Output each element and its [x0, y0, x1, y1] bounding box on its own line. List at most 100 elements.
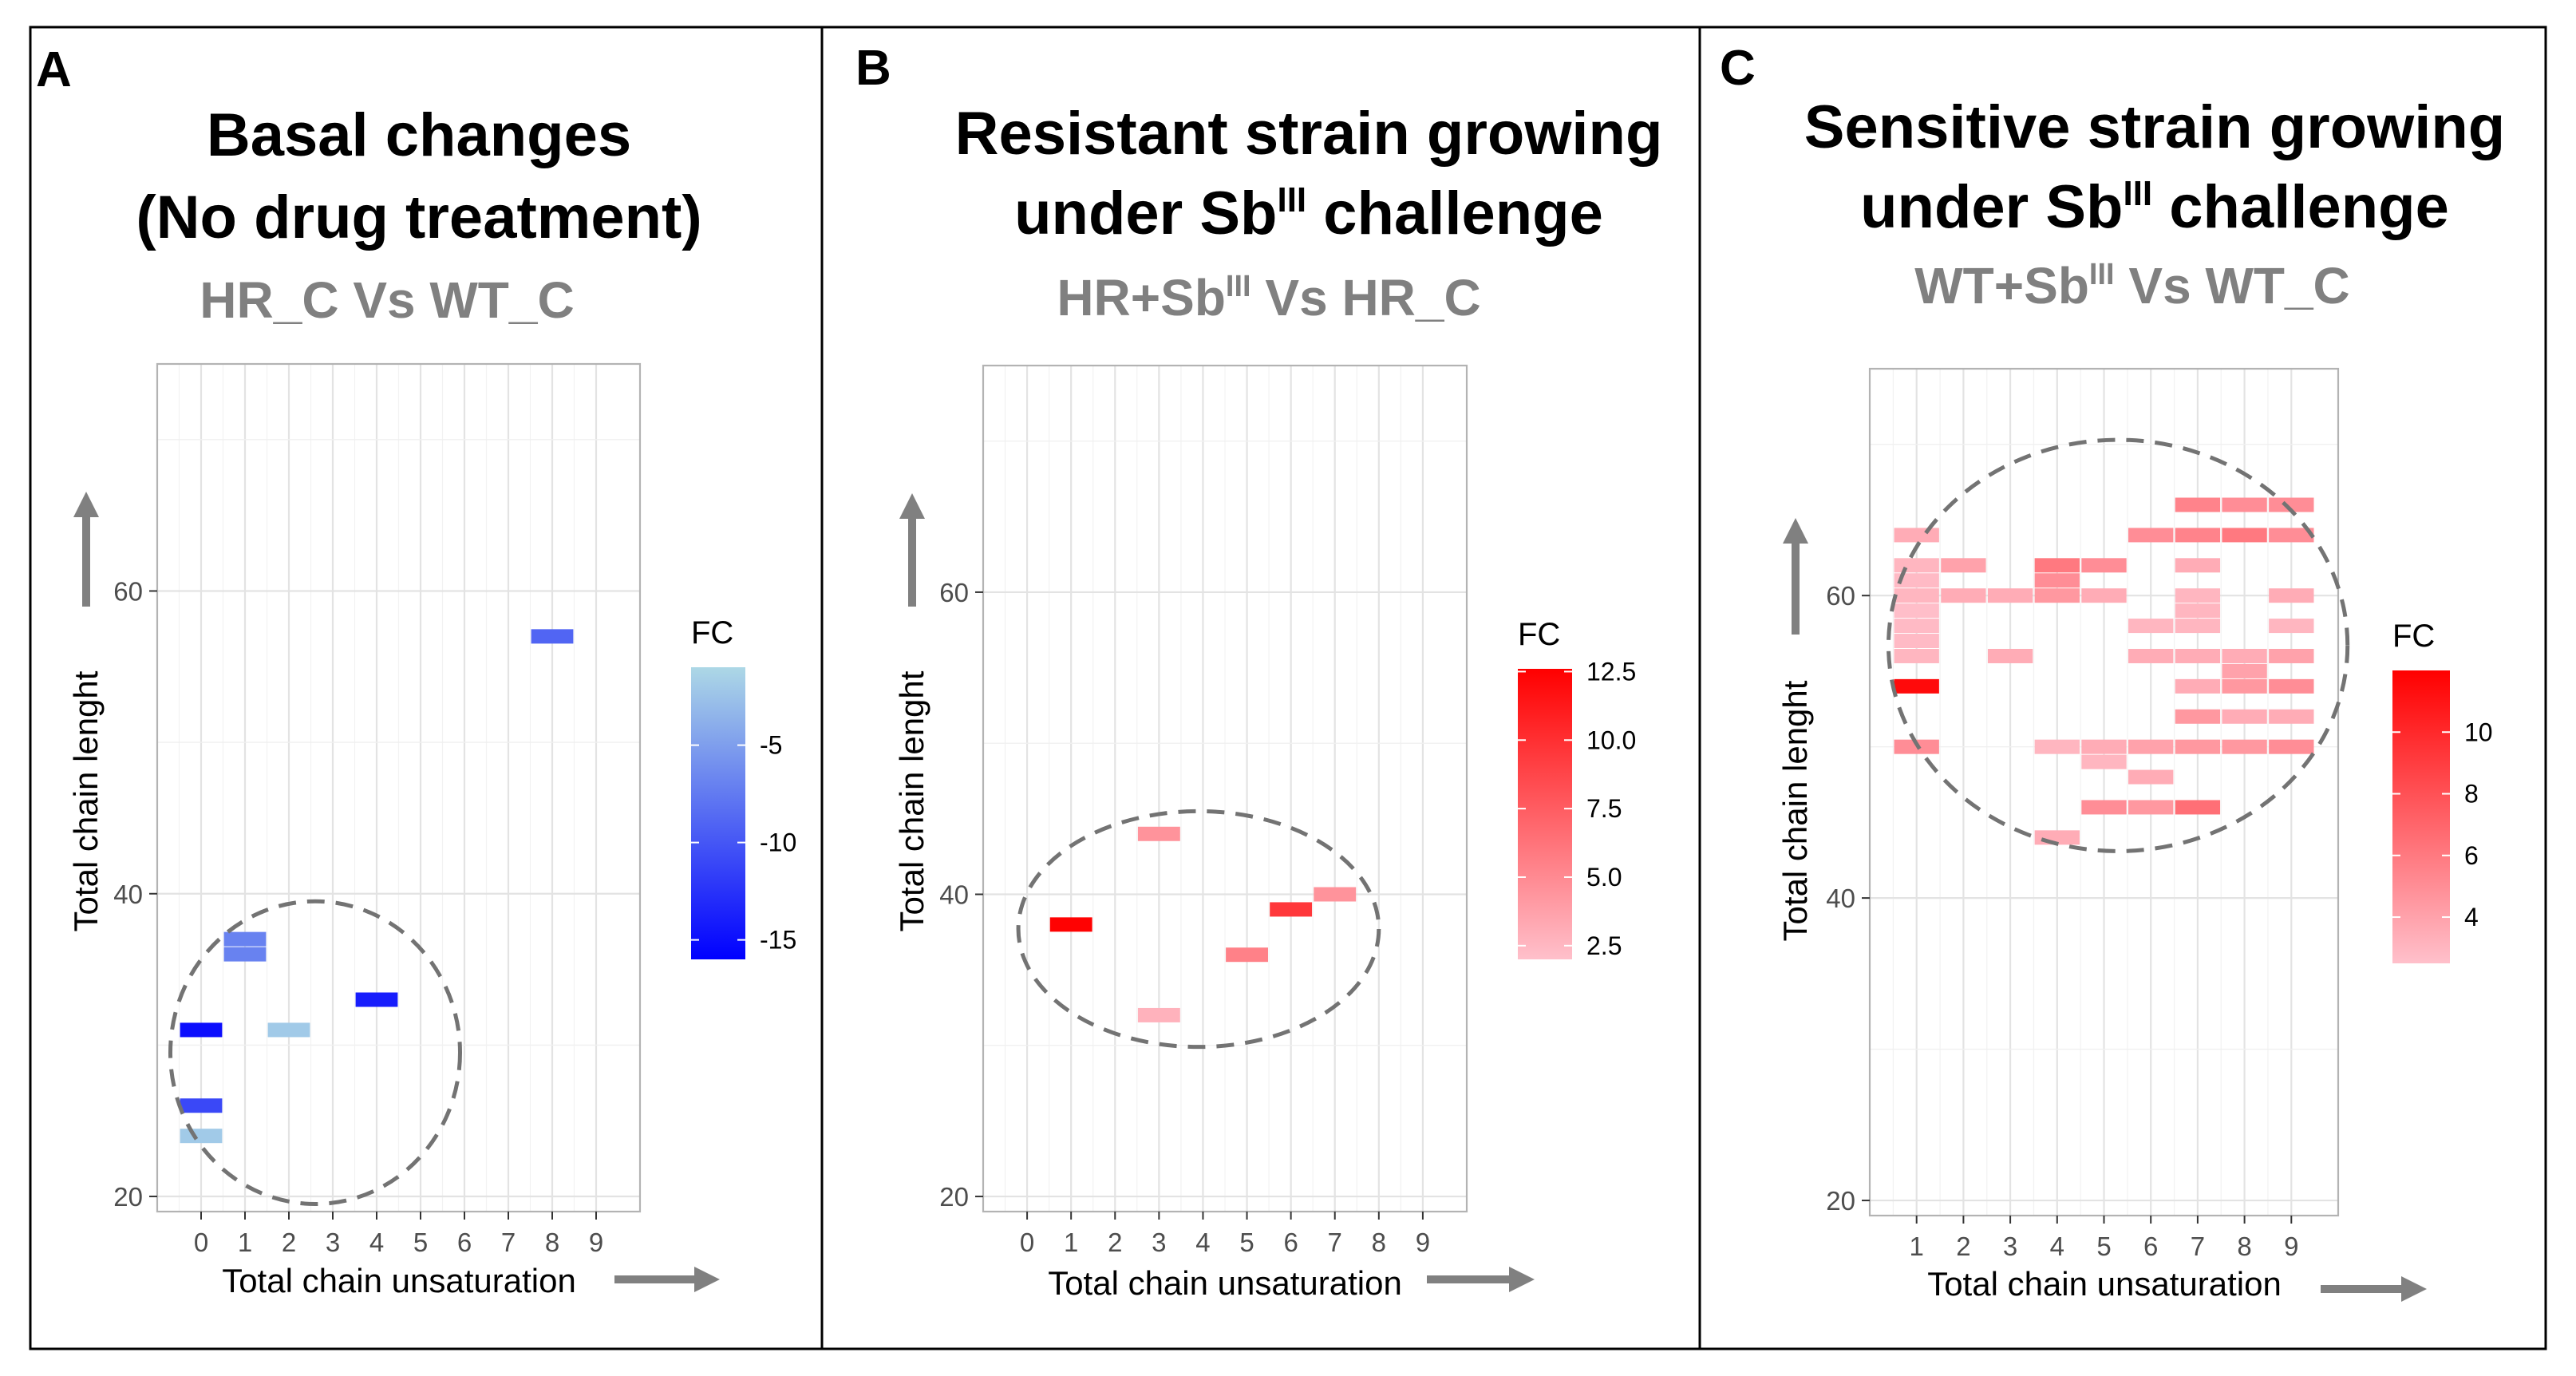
heatmap-cell — [2034, 588, 2080, 603]
y-axis-label: Total chain lenght — [1776, 680, 1814, 941]
heatmap-cell — [2222, 497, 2267, 512]
heatmap-cell — [1894, 648, 1939, 663]
heatmap-chart: 0 1 2 3 4 5 6 7 8 9 20 40 60 Total chain unsaturation… — [67, 362, 796, 1299]
legend-colorbar — [2392, 670, 2450, 963]
heatmap-cell — [1941, 588, 1986, 603]
heatmap-cell — [180, 1022, 223, 1038]
x-axis-label: Total chain unsaturation — [222, 1262, 576, 1299]
panel-letter: A — [36, 42, 72, 97]
panel-title-line1: Resistant strain growing — [955, 100, 1663, 168]
heatmap-cell — [2175, 588, 2221, 603]
panel-letter: C — [1720, 41, 1756, 96]
heatmap-cell — [2034, 558, 2080, 573]
highlight-ellipse — [1016, 809, 1381, 1050]
highlight-ellipse — [168, 899, 462, 1207]
heatmap-cell — [2081, 558, 2127, 573]
y-tick-label: 60 — [113, 576, 143, 606]
y-tick-label: 20 — [939, 1182, 969, 1212]
x-tick-label: 8 — [2237, 1232, 2251, 1261]
legend-tick-label: -10 — [760, 828, 796, 857]
heatmap-cell — [2081, 588, 2127, 603]
y-tick-label: 40 — [1826, 884, 1855, 913]
y-tick-label: 40 — [939, 880, 969, 910]
y-tick-label: 20 — [1826, 1186, 1855, 1216]
x-tick-label: 0 — [194, 1228, 208, 1257]
legend-tick-label: 10 — [2464, 718, 2493, 746]
heatmap-cell — [2034, 573, 2080, 588]
heatmap-cell — [2034, 739, 2080, 754]
comparison-label: WT+SbIII Vs WT_C — [1914, 257, 2350, 314]
x-tick-label: 6 — [457, 1228, 472, 1257]
heatmap-cell — [1270, 902, 1313, 917]
heatmap-cell — [180, 1129, 223, 1144]
figure-border — [29, 26, 2547, 1350]
panel-a: A Basal changes (No drug treatment) HR_C… — [36, 42, 796, 1299]
plot-border — [156, 362, 642, 1213]
x-tick-label: 5 — [413, 1228, 428, 1257]
legend-tick-label: 10.0 — [1586, 726, 1636, 754]
x-tick-label: 7 — [2191, 1232, 2205, 1261]
heatmap-cell — [2175, 528, 2221, 543]
heatmap-cell — [1987, 588, 2033, 603]
heatmap-cell — [2128, 769, 2174, 785]
heatmap-cell — [2081, 739, 2127, 754]
heatmap-cell — [2269, 619, 2314, 634]
heatmap-cell — [1137, 826, 1180, 841]
x-tick-label: 2 — [1956, 1232, 1970, 1261]
heatmap-chart: 1 2 3 4 5 6 7 8 9 20 40 60 Total chain unsaturation T… — [1776, 367, 2493, 1303]
heatmap-cell — [2175, 497, 2221, 512]
y-axis-label: Total chain lenght — [67, 670, 105, 931]
x-tick-label: 2 — [282, 1228, 296, 1257]
legend-colorbar — [1518, 669, 1572, 959]
heatmap-cell — [267, 1022, 310, 1038]
x-tick-label: 8 — [1372, 1228, 1386, 1257]
heatmap-cell — [2269, 739, 2314, 754]
y-tick-label: 20 — [113, 1182, 143, 1212]
panel-letter: B — [855, 41, 891, 96]
heatmap-cell — [1894, 603, 1939, 619]
panel-title-line1: Basal changes — [207, 101, 631, 169]
heatmap-cell — [2175, 619, 2221, 634]
legend-tick-label: 12.5 — [1586, 657, 1636, 686]
heatmap-cell — [2222, 663, 2267, 678]
legend-title: FC — [691, 615, 733, 650]
x-tick-label: 3 — [2003, 1232, 2017, 1261]
y-tick-label: 60 — [939, 578, 969, 607]
panel-title-line1: Sensitive strain growing — [1804, 93, 2505, 161]
heatmap-cell — [2222, 678, 2267, 694]
x-tick-label: 2 — [1108, 1228, 1122, 1257]
x-tick-label: 1 — [1910, 1232, 1924, 1261]
heatmap-cell — [2175, 739, 2221, 754]
x-tick-label: 9 — [1416, 1228, 1430, 1257]
heatmap-cell — [1049, 917, 1092, 932]
y-tick-label: 40 — [113, 880, 143, 909]
heatmap-cell — [223, 931, 267, 947]
heatmap-cell — [2269, 709, 2314, 724]
heatmap-cell — [2175, 603, 2221, 619]
legend-title: FC — [2392, 619, 2435, 654]
highlight-ellipse — [1886, 437, 2350, 853]
heatmap-cell — [1226, 947, 1268, 963]
x-axis-label: Total chain unsaturation — [1927, 1265, 2282, 1303]
legend-tick-label: 5.0 — [1586, 863, 1622, 892]
legend-tick-label: 8 — [2464, 780, 2479, 809]
heatmap-cell — [2128, 800, 2174, 815]
panel-b: B Resistant strain growing under SbIII c… — [855, 41, 1662, 1302]
x-tick-label: 1 — [1064, 1228, 1078, 1257]
plot-border — [982, 364, 1468, 1213]
x-tick-label: 0 — [1020, 1228, 1034, 1257]
legend-colorbar — [691, 667, 745, 959]
heatmap-cell — [2175, 678, 2221, 694]
heatmap-cell — [1894, 573, 1939, 588]
legend-tick-label: 4 — [2464, 903, 2479, 931]
heatmap-cell — [2175, 558, 2221, 573]
heatmap-cell — [1894, 588, 1939, 603]
legend-tick-label: 7.5 — [1586, 794, 1622, 823]
x-tick-label: 7 — [1328, 1228, 1342, 1257]
x-tick-label: 3 — [1152, 1228, 1166, 1257]
panel-title-line2: under SbIII challenge — [1860, 173, 2449, 241]
x-tick-label: 1 — [238, 1228, 252, 1257]
heatmap-cell — [1137, 1007, 1180, 1022]
heatmap-cell — [2175, 648, 2221, 663]
heatmap-cell — [2175, 709, 2221, 724]
